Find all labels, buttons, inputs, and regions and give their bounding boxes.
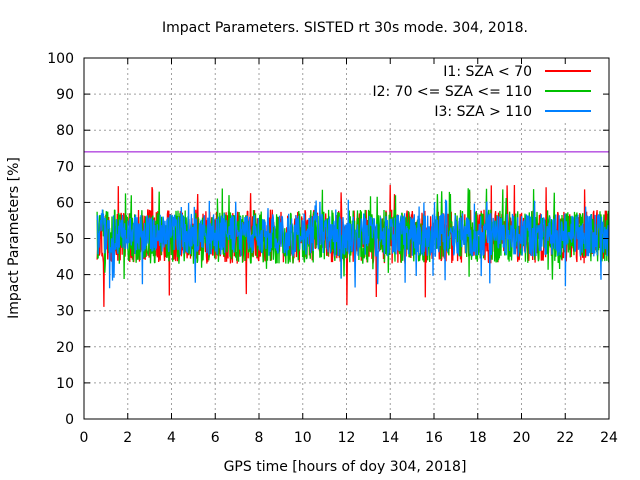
x-tick-label: 22 xyxy=(556,430,574,446)
x-tick-labels: 0 2 4 6 8 10 12 14 16 18 20 22 24 xyxy=(80,430,618,446)
x-tick-label: 12 xyxy=(338,430,356,446)
y-tick-label: 30 xyxy=(56,304,74,320)
x-tick-label: 8 xyxy=(255,430,264,446)
legend-label: I1: SZA < 70 xyxy=(443,64,532,80)
y-axis-label: Impact Parameters [%] xyxy=(6,157,22,319)
y-tick-label: 60 xyxy=(56,195,74,211)
legend-label: I2: 70 <= SZA <= 110 xyxy=(372,84,532,100)
x-tick-label: 18 xyxy=(469,430,487,446)
x-tick-label: 14 xyxy=(381,430,399,446)
y-tick-label: 90 xyxy=(56,87,74,103)
y-tick-label: 10 xyxy=(56,376,74,392)
y-tick-label: 100 xyxy=(47,51,74,67)
x-tick-label: 6 xyxy=(211,430,220,446)
x-tick-label: 0 xyxy=(80,430,89,446)
y-tick-label: 20 xyxy=(56,340,74,356)
y-tick-label: 70 xyxy=(56,159,74,175)
series-layer xyxy=(96,184,610,307)
x-tick-label: 16 xyxy=(425,430,443,446)
y-tick-label: 0 xyxy=(65,412,74,428)
y-tick-labels: 0 10 20 30 40 50 60 70 80 90 100 xyxy=(47,51,74,428)
legend-label: I3: SZA > 110 xyxy=(434,104,532,120)
series-line xyxy=(96,199,610,289)
y-tick-label: 40 xyxy=(56,268,74,284)
chart-title: Impact Parameters. SISTED rt 30s mode. 3… xyxy=(162,20,528,36)
x-tick-label: 4 xyxy=(167,430,176,446)
x-tick-label: 24 xyxy=(600,430,618,446)
y-tick-label: 50 xyxy=(56,232,74,248)
x-axis-label: GPS time [hours of doy 304, 2018] xyxy=(224,459,467,475)
x-tick-label: 10 xyxy=(294,430,312,446)
y-tick-label: 80 xyxy=(56,123,74,139)
legend: I1: SZA < 70 I2: 70 <= SZA <= 110 I3: SZA … xyxy=(372,64,591,120)
axis-ticks xyxy=(83,57,610,420)
x-tick-label: 20 xyxy=(513,430,531,446)
x-tick-label: 2 xyxy=(123,430,132,446)
